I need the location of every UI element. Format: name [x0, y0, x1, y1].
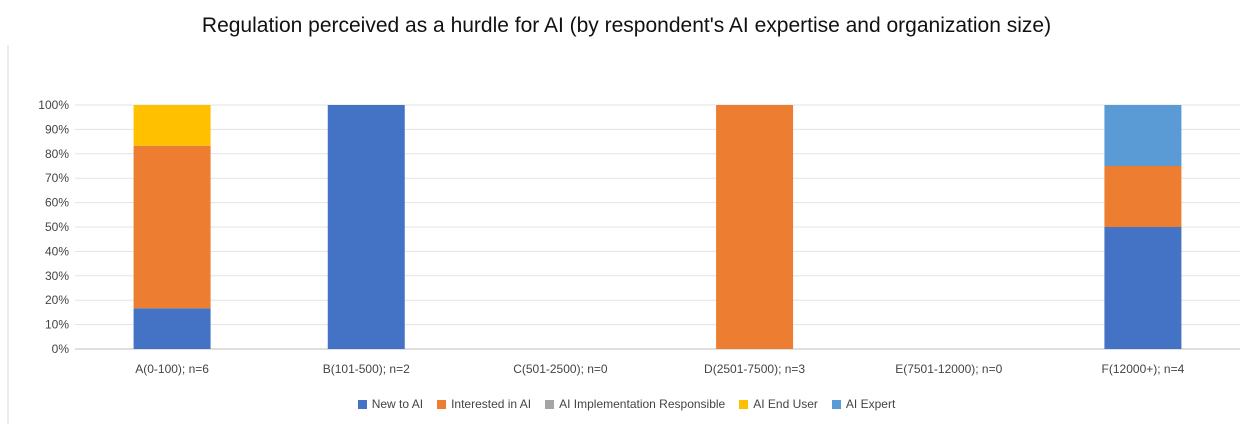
- x-tick-label: F(12000+); n=4: [1102, 362, 1185, 376]
- bar-segment: [1104, 227, 1182, 349]
- bar-segment: [133, 105, 211, 146]
- bar-segment: [1104, 105, 1182, 166]
- legend-label: New to AI: [371, 397, 424, 411]
- legend-swatch: [545, 399, 555, 409]
- bar-segment: [1104, 166, 1182, 227]
- x-tick-label: A(0-100); n=6: [135, 362, 209, 376]
- y-tick-label: 30%: [45, 269, 69, 283]
- legend-swatch: [437, 399, 447, 409]
- bar-segment: [327, 105, 405, 349]
- x-tick-label: C(501-2500); n=0: [513, 362, 608, 376]
- bar-segment: [716, 105, 794, 349]
- legend-label: AI End User: [753, 397, 818, 411]
- legend-label: Interested in AI: [451, 397, 532, 411]
- legend-item: AI End User: [739, 397, 818, 411]
- y-tick-label: 80%: [45, 147, 69, 161]
- y-tick-label: 40%: [45, 244, 69, 258]
- y-tick-label: 70%: [45, 171, 69, 185]
- legend-swatch: [357, 399, 367, 409]
- legend-swatch: [739, 399, 749, 409]
- chart-title: Regulation perceived as a hurdle for AI …: [201, 14, 1052, 37]
- y-tick-label: 60%: [45, 196, 69, 210]
- y-tick-label: 0%: [52, 342, 70, 356]
- chart-legend: New to AI Interested in AI AI Implementati…: [0, 397, 1253, 411]
- y-tick-label: 20%: [45, 293, 69, 307]
- y-tick-label: 90%: [45, 122, 69, 136]
- legend-item: New to AI: [357, 397, 424, 411]
- legend-item: AI Implementation Responsible: [545, 397, 725, 411]
- bar-segment: [133, 308, 211, 349]
- legend-item: Interested in AI: [437, 397, 531, 411]
- x-tick-label: B(101-500); n=2: [323, 362, 410, 376]
- x-tick-label: E(7501-12000); n=0: [895, 362, 1002, 376]
- legend-swatch: [831, 399, 841, 409]
- y-tick-label: 100%: [38, 98, 69, 112]
- legend-item: AI Expert: [831, 397, 896, 411]
- legend-label: AI Expert: [845, 397, 896, 411]
- bar-segment: [133, 145, 211, 309]
- x-tick-label: D(2501-7500); n=3: [704, 362, 805, 376]
- y-tick-label: 10%: [45, 318, 69, 332]
- legend-label: AI Implementation Responsible: [559, 397, 726, 411]
- y-tick-label: 50%: [45, 220, 69, 234]
